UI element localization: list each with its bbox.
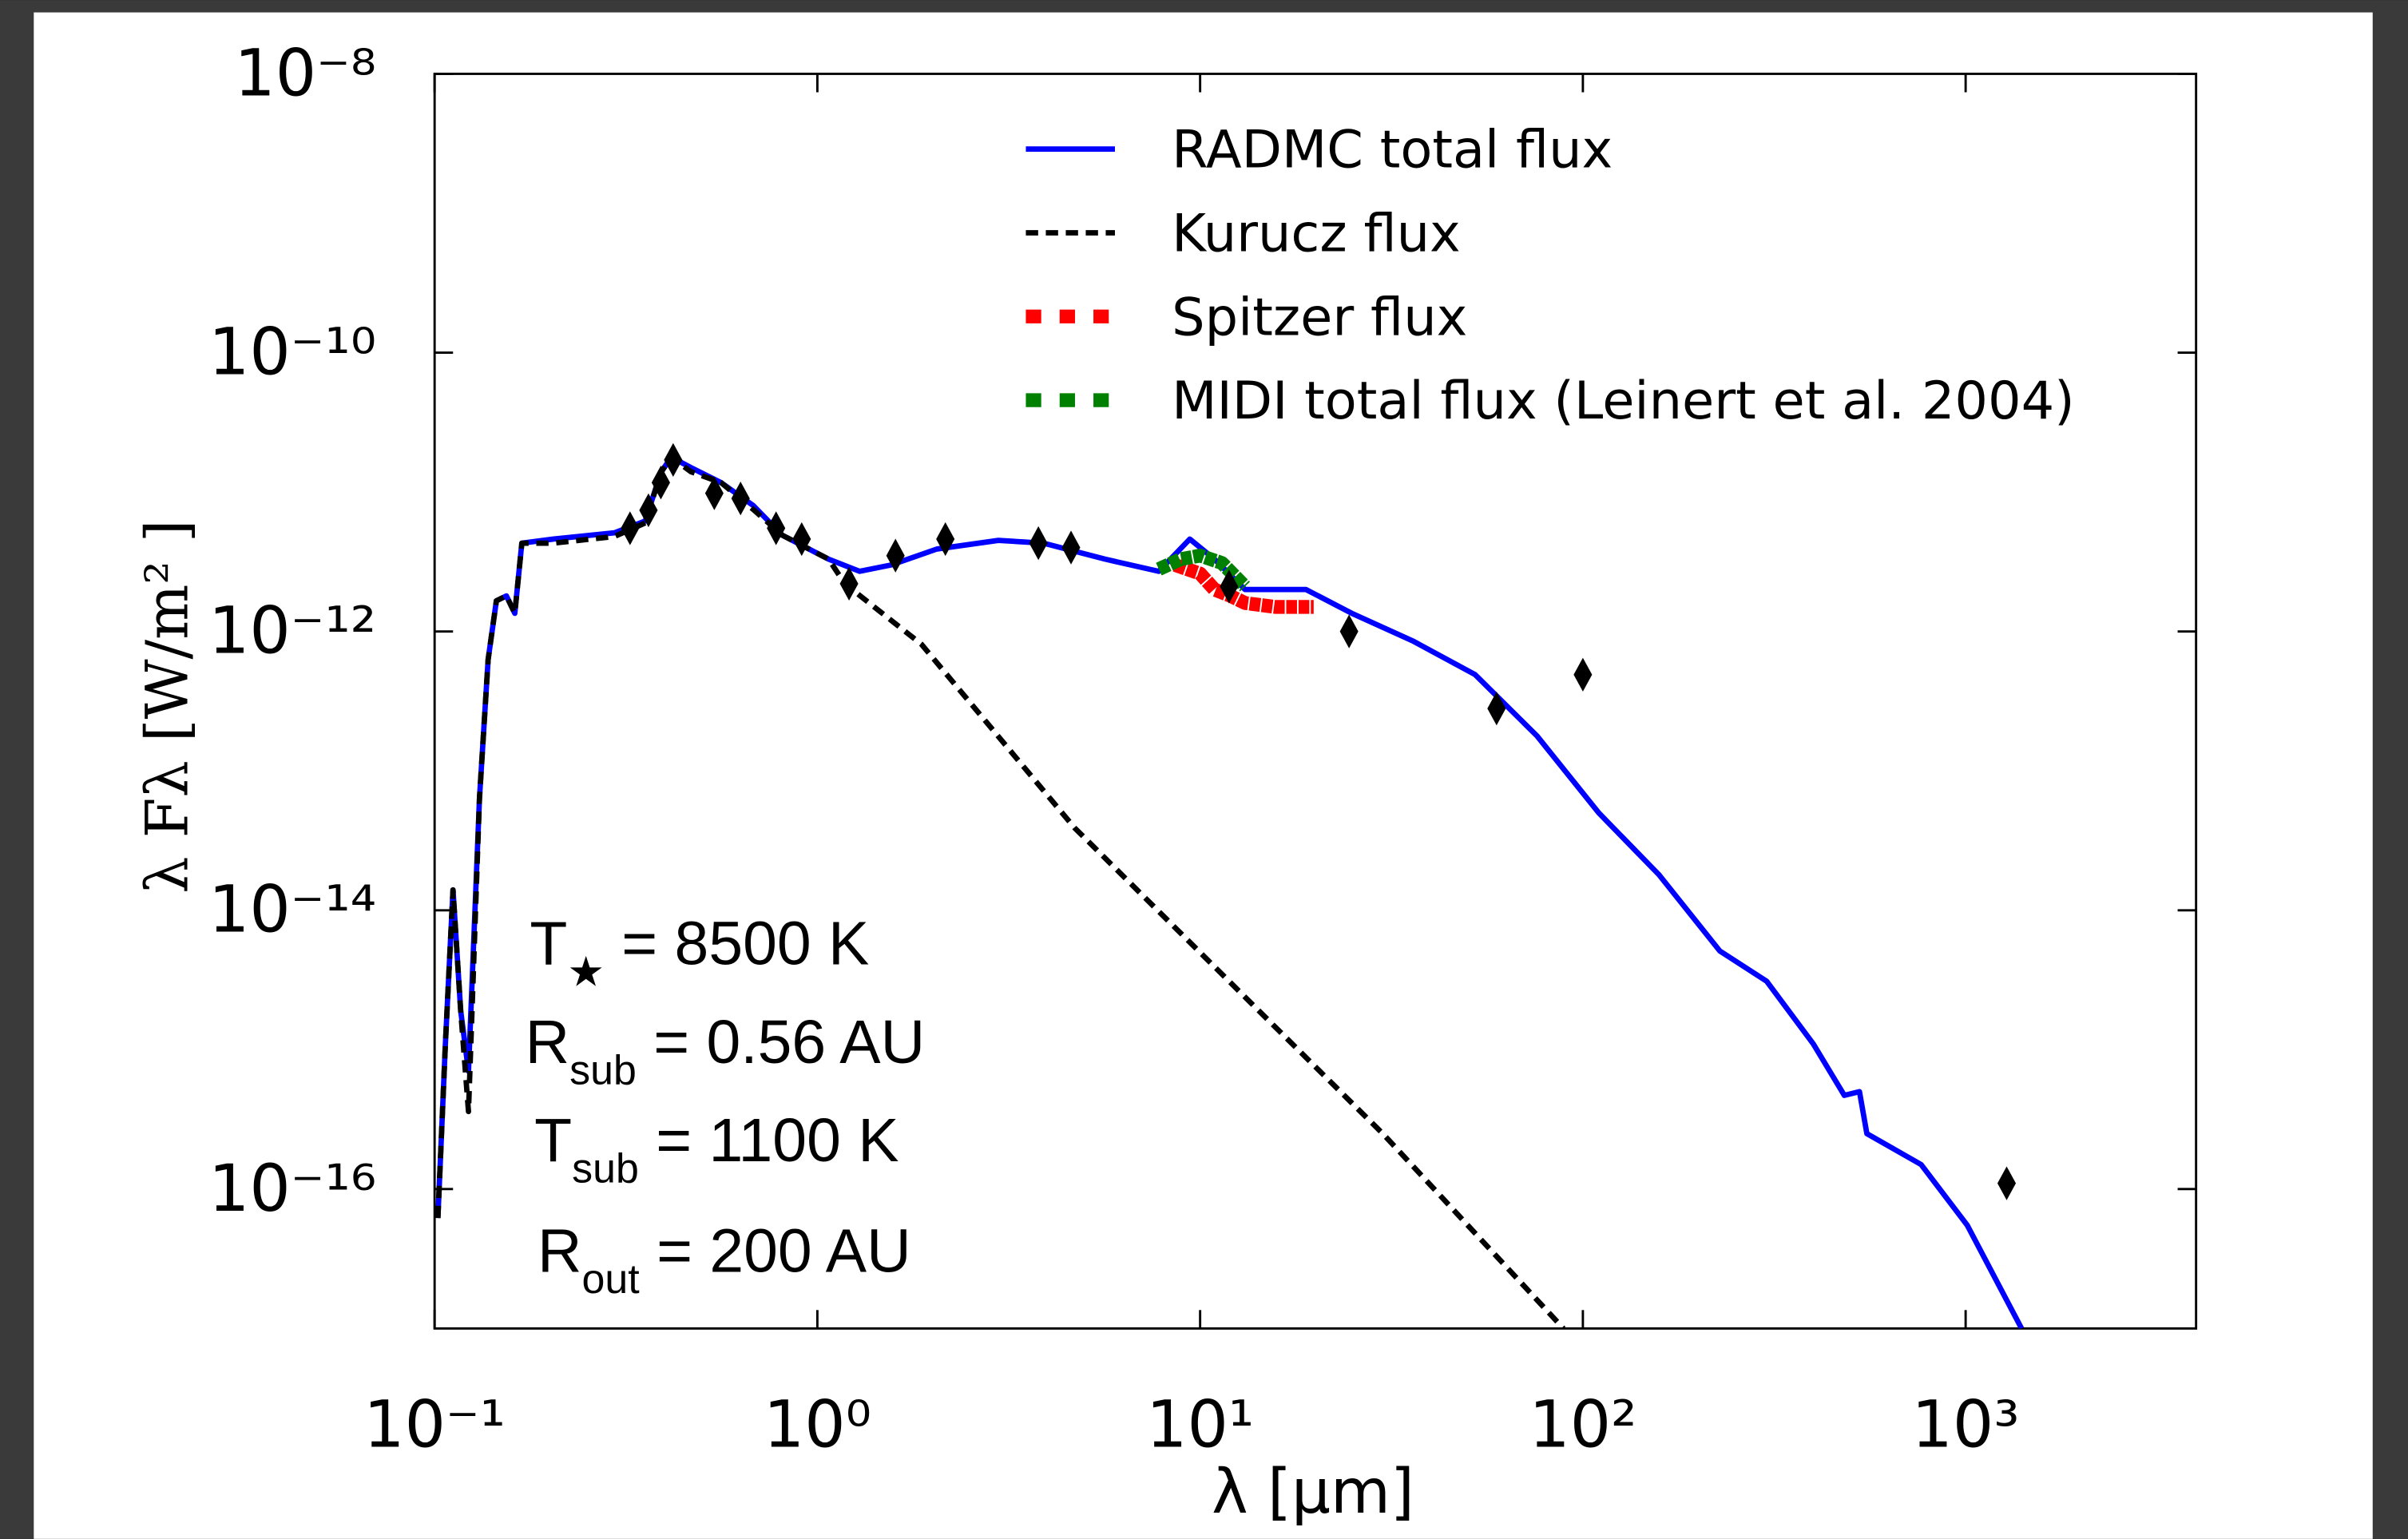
data-marker	[731, 481, 750, 516]
data-marker	[639, 493, 658, 528]
annotation-text: = 200 AU	[640, 1216, 911, 1285]
annotation-text: = 0.56 AU	[637, 1008, 925, 1077]
legend-label: Kurucz flux	[1172, 204, 1461, 264]
data-marker	[936, 522, 955, 557]
annotation: Rout = 200 AU	[538, 1216, 911, 1303]
annotation-symbol: R	[526, 1008, 570, 1077]
legend-label: Spitzer flux	[1172, 287, 1467, 347]
annotation-subscript: sub	[569, 1048, 637, 1094]
x-tick-label: 10⁰	[764, 1387, 871, 1462]
x-tick-label: 10²	[1529, 1387, 1636, 1462]
plot-frame	[433, 73, 2198, 1330]
data-marker	[664, 442, 683, 478]
x-tick-label: 10⁻¹	[363, 1387, 506, 1462]
y-tick-label: 10⁻¹⁶	[208, 1152, 376, 1227]
annotation-symbol: T	[530, 910, 567, 978]
annotation-symbol: T	[534, 1106, 572, 1175]
data-marker	[1061, 530, 1081, 565]
annotation-text: = 8500 K	[605, 910, 869, 978]
y-axis-label: λ Fλ [W/m² ]	[134, 520, 202, 894]
data-marker	[621, 511, 640, 545]
x-tick-label: 10¹	[1146, 1387, 1254, 1462]
annotation: Tsub = 1100 K	[534, 1106, 899, 1192]
data-marker	[767, 511, 786, 545]
annotation-text: = 1100 K	[639, 1106, 899, 1175]
annotation-symbol: R	[538, 1216, 582, 1285]
y-tick-label: 10⁻¹⁴	[208, 873, 376, 948]
y-tick-label: 10⁻¹⁰	[208, 315, 376, 390]
y-tick-label: 10⁻⁸	[234, 36, 376, 111]
annotation-subscript: sub	[572, 1146, 639, 1192]
legend-label: RADMC total flux	[1172, 120, 1613, 180]
annotation: T★ = 8500 K	[530, 910, 869, 996]
data-marker	[792, 522, 811, 557]
annotation: Rsub = 0.56 AU	[526, 1008, 926, 1094]
y-tick-label: 10⁻¹²	[208, 594, 376, 669]
series-line	[434, 454, 2025, 1329]
annotation-subscript: out	[582, 1256, 641, 1303]
series-line	[434, 454, 1566, 1329]
legend-label: MIDI total flux (Leinert et al. 2004)	[1172, 371, 2075, 431]
x-axis-label: λ [μm]	[1212, 1457, 1414, 1528]
x-tick-label: 10³	[1912, 1387, 2020, 1462]
annotation-subscript: ★	[567, 950, 605, 996]
panel	[34, 12, 2373, 1539]
data-marker	[651, 466, 670, 500]
data-marker	[704, 476, 724, 510]
